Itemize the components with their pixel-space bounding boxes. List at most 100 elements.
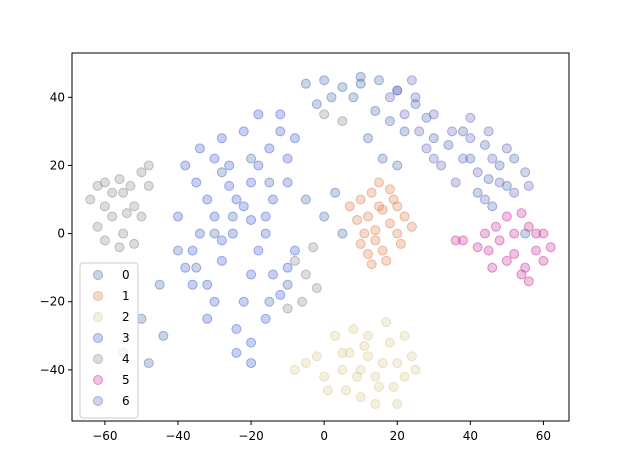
point-series-3 — [191, 177, 202, 188]
legend-label-5: 5 — [122, 373, 130, 387]
point-series-0 — [377, 153, 388, 164]
point-series-0 — [373, 75, 384, 86]
point-series-5 — [516, 208, 527, 219]
point-series-6 — [472, 167, 483, 178]
point-series-5 — [509, 249, 520, 260]
point-series-3 — [246, 358, 257, 369]
point-series-3 — [216, 235, 227, 246]
points-layer — [85, 71, 556, 409]
point-series-4 — [289, 255, 300, 266]
point-series-2 — [388, 381, 399, 392]
point-series-1 — [392, 228, 403, 239]
point-series-2 — [370, 371, 381, 382]
point-series-4 — [311, 283, 322, 294]
point-series-6 — [465, 133, 476, 144]
point-series-3 — [260, 228, 271, 239]
point-series-1 — [399, 211, 410, 222]
point-series-6 — [501, 143, 512, 154]
point-series-0 — [158, 330, 169, 341]
point-series-6 — [487, 153, 498, 164]
point-series-3 — [187, 279, 198, 290]
point-series-0 — [410, 99, 421, 110]
point-series-4 — [121, 208, 132, 219]
point-series-2 — [399, 330, 410, 341]
point-series-5 — [538, 228, 549, 239]
point-series-6 — [428, 109, 439, 120]
point-series-3 — [202, 194, 213, 205]
point-series-1 — [377, 204, 388, 215]
point-series-0 — [355, 71, 366, 82]
point-series-2 — [300, 358, 311, 369]
point-series-4 — [92, 221, 103, 232]
point-series-1 — [395, 238, 406, 249]
point-series-2 — [406, 351, 417, 362]
point-series-0 — [311, 99, 322, 110]
point-series-6 — [479, 194, 490, 205]
point-series-6 — [523, 180, 534, 191]
point-series-3 — [224, 180, 235, 191]
point-series-3 — [209, 153, 220, 164]
point-series-1 — [406, 221, 417, 232]
point-series-5 — [479, 228, 490, 239]
legend-label-6: 6 — [122, 394, 130, 408]
point-series-3 — [267, 269, 278, 280]
point-series-6 — [509, 187, 520, 198]
point-series-4 — [114, 242, 125, 253]
point-series-0 — [216, 167, 227, 178]
point-series-4 — [99, 201, 110, 212]
point-series-1 — [363, 249, 374, 260]
point-series-3 — [282, 153, 293, 164]
y-tick-label: −20 — [40, 295, 65, 309]
point-series-0 — [472, 187, 483, 198]
point-series-2 — [377, 358, 388, 369]
point-series-0 — [370, 105, 381, 116]
point-series-6 — [421, 143, 432, 154]
point-series-2 — [355, 392, 366, 403]
point-series-6 — [494, 177, 505, 188]
point-series-3 — [231, 347, 242, 358]
point-series-4 — [300, 269, 311, 280]
point-series-5 — [531, 245, 542, 256]
point-series-3 — [180, 160, 191, 171]
point-series-6 — [447, 126, 458, 137]
point-series-0 — [264, 296, 275, 307]
point-series-0 — [209, 228, 220, 239]
point-series-1 — [384, 184, 395, 195]
point-series-2 — [289, 364, 300, 375]
point-series-1 — [370, 225, 381, 236]
point-series-0 — [172, 245, 183, 256]
point-series-3 — [194, 228, 205, 239]
point-series-4 — [136, 167, 147, 178]
point-series-3 — [209, 211, 220, 222]
legend-marker-3 — [93, 333, 103, 343]
point-series-1 — [377, 245, 388, 256]
point-series-2 — [344, 347, 355, 358]
point-series-2 — [363, 330, 374, 341]
legend-marker-2 — [93, 312, 103, 322]
point-series-6 — [392, 85, 403, 96]
plot-frame — [71, 52, 570, 422]
point-series-6 — [384, 92, 395, 103]
point-series-3 — [275, 289, 286, 300]
point-series-3 — [246, 214, 257, 225]
point-series-0 — [264, 177, 275, 188]
point-series-6 — [399, 109, 410, 120]
point-series-3 — [260, 211, 271, 222]
point-series-4 — [136, 211, 147, 222]
point-series-3 — [260, 313, 271, 324]
point-series-5 — [523, 221, 534, 232]
point-series-3 — [253, 109, 264, 120]
point-series-3 — [227, 228, 238, 239]
point-series-3 — [216, 133, 227, 144]
x-tick-label: 20 — [390, 429, 405, 443]
point-series-3 — [209, 296, 220, 307]
point-series-6 — [410, 92, 421, 103]
point-series-5 — [516, 269, 527, 280]
point-series-6 — [520, 167, 531, 178]
point-series-4 — [143, 180, 154, 191]
point-series-4 — [297, 296, 308, 307]
point-series-3 — [267, 194, 278, 205]
point-series-3 — [246, 337, 257, 348]
point-series-6 — [458, 153, 469, 164]
